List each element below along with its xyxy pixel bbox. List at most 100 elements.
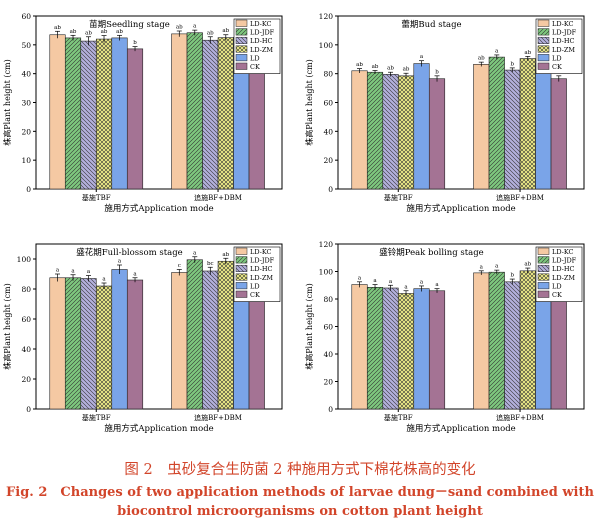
significance-letter: b bbox=[435, 69, 439, 75]
x-tick-label: 追施BF+DBM bbox=[496, 193, 544, 202]
legend-swatch bbox=[537, 28, 550, 36]
chart-panel-4: 0 20 40 60 80 100 120 株高Plant height (cm) 盛铃期Pea… bbox=[304, 240, 585, 434]
legend-swatch bbox=[235, 62, 248, 70]
bar bbox=[49, 34, 66, 190]
figure-caption-en-line1: Fig. 2 Changes of two application method… bbox=[6, 485, 594, 500]
significance-letter: ab bbox=[222, 252, 229, 258]
y-tick-label: 40 bbox=[21, 70, 31, 79]
significance-letter: a bbox=[420, 279, 424, 285]
bar bbox=[49, 277, 66, 410]
x-tick-label: 追施BF+DBM bbox=[194, 193, 242, 202]
figure-caption-en-line2: biocontrol microorganisms on cotton plan… bbox=[117, 504, 483, 519]
bar bbox=[413, 288, 430, 410]
legend-label: LD-ZM bbox=[250, 274, 273, 282]
legend-swatch bbox=[235, 247, 248, 255]
bar bbox=[488, 271, 505, 410]
legend-swatch bbox=[235, 273, 248, 281]
y-axis-label: 株高Plant height (cm) bbox=[304, 283, 314, 369]
legend-label: LD bbox=[250, 282, 260, 290]
x-tick-label: 追施BF+DBM bbox=[194, 413, 242, 422]
y-tick-label: 80 bbox=[21, 285, 31, 294]
legend-label: LD bbox=[250, 54, 260, 62]
y-tick-label: 50 bbox=[21, 41, 31, 50]
legend-label: LD-HC bbox=[552, 37, 575, 45]
bar bbox=[126, 279, 144, 410]
significance-letter: a bbox=[435, 282, 439, 288]
bar bbox=[535, 63, 552, 190]
chart-panel-3: 0 20 40 60 80 100 株高Plant height (cm) 盛花期Full-b… bbox=[2, 243, 283, 434]
chart-title: 蕾期Bud stage bbox=[401, 19, 461, 30]
legend-swatch bbox=[537, 19, 550, 27]
bar bbox=[171, 272, 188, 410]
significance-letter: ab bbox=[70, 29, 77, 35]
significance-letter: ab bbox=[85, 30, 92, 36]
chart-panel-2: 0 20 40 60 80 100 120 株高Plant height (cm) 蕾期Bud … bbox=[304, 12, 585, 214]
legend-swatch bbox=[235, 54, 248, 62]
significance-letter: bc bbox=[207, 261, 214, 267]
legend-label: LD-ZM bbox=[250, 46, 273, 54]
y-axis-label: 株高Plant height (cm) bbox=[2, 59, 12, 145]
significance-letter: a bbox=[480, 264, 484, 270]
bar bbox=[504, 69, 521, 190]
x-tick-label: 基施TBF bbox=[384, 413, 413, 422]
bar bbox=[351, 284, 368, 410]
significance-letter: a bbox=[420, 54, 424, 60]
significance-letter: a bbox=[404, 284, 408, 290]
bar bbox=[126, 48, 144, 190]
y-tick-label: 40 bbox=[323, 350, 333, 359]
y-tick-label: 30 bbox=[21, 99, 31, 108]
y-tick-label: 20 bbox=[323, 378, 333, 387]
bar bbox=[111, 37, 128, 190]
significance-letter: c bbox=[178, 263, 181, 269]
significance-letter: ab bbox=[387, 66, 394, 72]
bar bbox=[504, 281, 521, 410]
legend-swatch bbox=[235, 36, 248, 44]
significance-letter: ab bbox=[403, 67, 410, 73]
legend-label: LD-HC bbox=[552, 265, 575, 273]
plot-frame bbox=[35, 243, 283, 410]
legend-swatch bbox=[235, 282, 248, 290]
bar bbox=[550, 78, 567, 190]
y-tick-label: 60 bbox=[21, 315, 31, 324]
y-tick-label: 10 bbox=[21, 156, 31, 165]
y-tick-label: 120 bbox=[319, 12, 334, 21]
bar bbox=[202, 39, 219, 190]
significance-letter: a bbox=[389, 279, 393, 285]
legend-label: LD-KC bbox=[552, 20, 574, 28]
y-tick-label: 60 bbox=[323, 323, 333, 332]
charts-svg: 0 10 20 30 40 50 60 株高Plant height (cm) 苗期Seedli… bbox=[2, 12, 585, 434]
legend-swatch bbox=[235, 19, 248, 27]
significance-letter: a bbox=[56, 268, 60, 274]
bar bbox=[535, 288, 552, 410]
legend-swatch bbox=[537, 256, 550, 264]
legend-label: LD bbox=[552, 282, 562, 290]
bar bbox=[202, 270, 219, 410]
legend-label: CK bbox=[552, 291, 562, 299]
y-tick-label: 0 bbox=[26, 405, 31, 414]
bar bbox=[186, 32, 203, 190]
significance-letter: ab bbox=[222, 28, 229, 34]
legend-label: LD-KC bbox=[552, 248, 574, 256]
legend-swatch bbox=[537, 62, 550, 70]
significance-letter: ab bbox=[116, 29, 123, 35]
legend-label: CK bbox=[250, 63, 260, 71]
x-tick-label: 基施TBF bbox=[82, 413, 111, 422]
y-tick-label: 40 bbox=[323, 127, 333, 136]
y-tick-label: 60 bbox=[21, 12, 31, 21]
bar bbox=[95, 285, 113, 410]
y-axis-label: 株高Plant height (cm) bbox=[2, 283, 12, 369]
x-axis-label: 施用方式Application mode bbox=[104, 203, 213, 214]
significance-letter: ab bbox=[176, 24, 183, 30]
significance-letter: a bbox=[373, 278, 377, 284]
significance-letter: ab bbox=[207, 30, 214, 36]
bar bbox=[519, 58, 536, 190]
x-axis-label: 施用方式Application mode bbox=[406, 203, 515, 214]
significance-letter: a bbox=[495, 264, 499, 270]
significance-letter: a bbox=[193, 24, 197, 30]
bar bbox=[217, 260, 234, 410]
legend-swatch bbox=[537, 264, 550, 272]
significance-letter: a bbox=[193, 250, 197, 256]
